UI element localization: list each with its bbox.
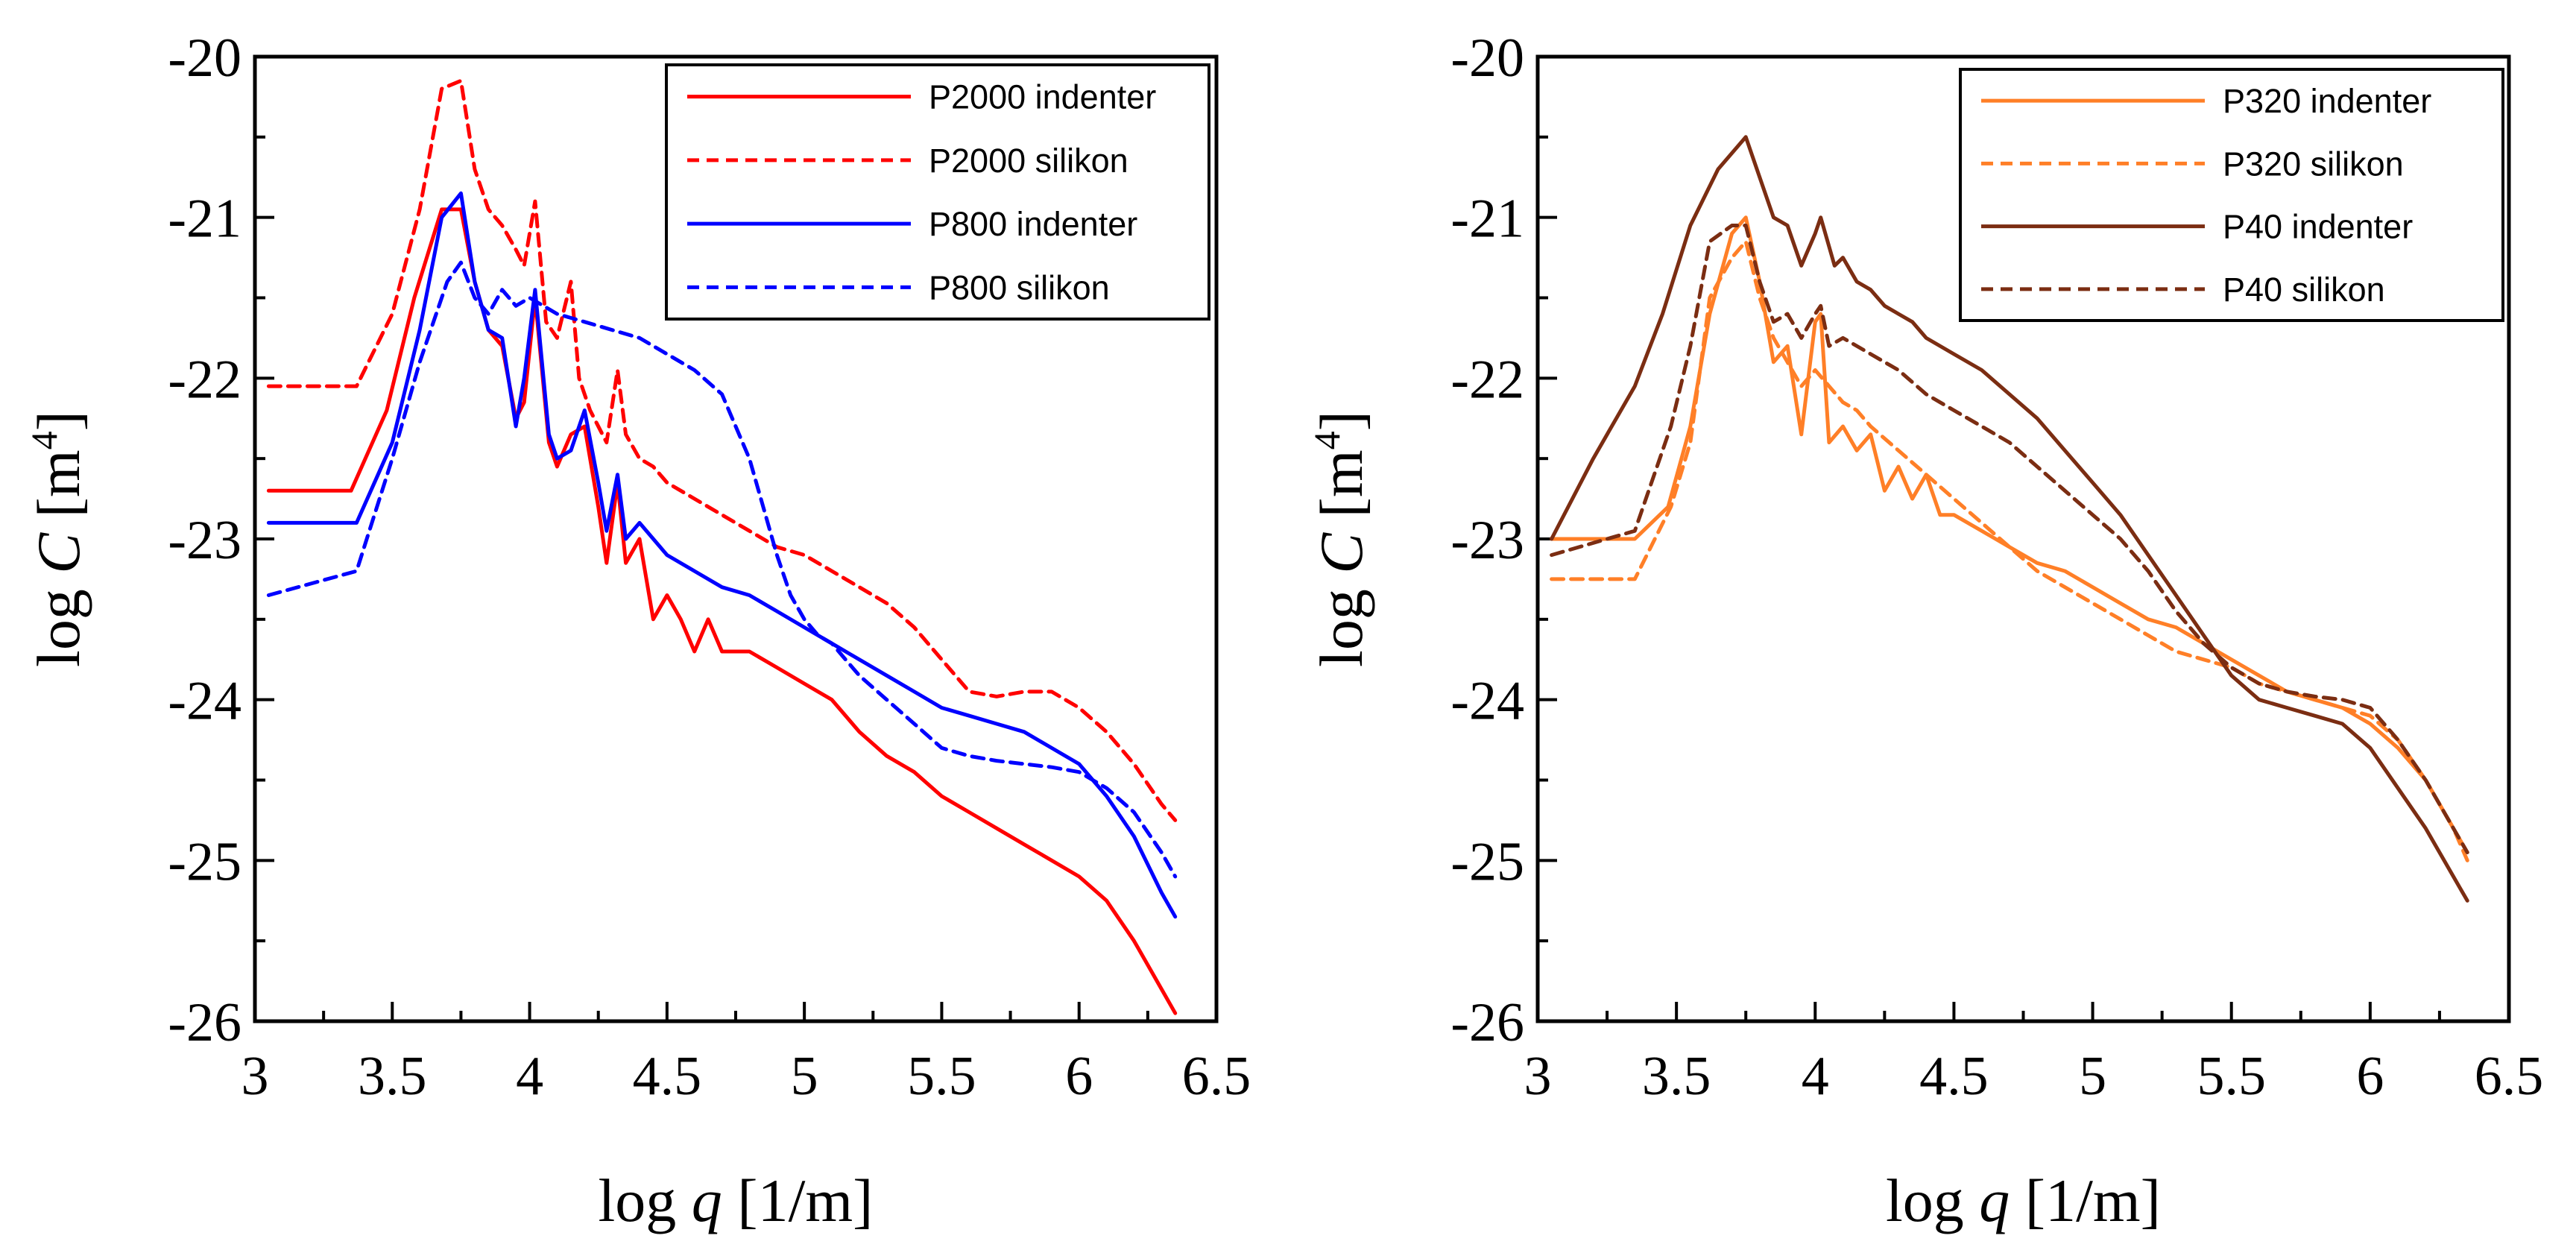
x-axis-label-prefix: log bbox=[599, 1167, 692, 1234]
x-tick-label: 3.5 bbox=[1642, 1046, 1711, 1107]
y-tick-label: -23 bbox=[168, 510, 242, 571]
series-line-p40-indenter bbox=[1550, 135, 2469, 903]
y-axis-label-exponent: 4 bbox=[1306, 431, 1348, 449]
legend-label: P800 silikon bbox=[929, 268, 1110, 306]
y-axis-label: log C [m4] bbox=[23, 411, 92, 667]
x-tick-label: 4.5 bbox=[1919, 1046, 1989, 1107]
left-chart-panel: 3 3.5 4 4.5 5 5.5 6 6.5 -20 -21 -22 -23 -24 -25 -26 log… bbox=[23, 28, 1251, 1234]
y-tick-label: -21 bbox=[1450, 189, 1524, 250]
right-chart-panel: 3 3.5 4 4.5 5 5.5 6 6.5 -20 -21 -22 -23 -24 -25 -26 log… bbox=[1306, 28, 2543, 1234]
legend-box bbox=[665, 63, 1210, 321]
x-tick-label: 6 bbox=[2356, 1046, 2384, 1107]
y-axis-label-var: C bbox=[1307, 532, 1375, 574]
x-tick-label: 5.5 bbox=[2197, 1046, 2266, 1107]
y-axis-label-prefix: log bbox=[1307, 574, 1375, 667]
x-axis-label: log q [1/m] bbox=[599, 1167, 874, 1234]
y-tick-label: -26 bbox=[168, 992, 242, 1053]
y-tick-label: -24 bbox=[1450, 671, 1524, 732]
y-tick-label: -25 bbox=[168, 831, 242, 892]
y-axis-label-close: ] bbox=[25, 411, 92, 431]
y-tick-label: -21 bbox=[168, 189, 242, 250]
x-axis-label-unit: [1/m] bbox=[2010, 1167, 2161, 1234]
x-tick-label: 6 bbox=[1065, 1046, 1093, 1107]
x-tick-label: 3.5 bbox=[358, 1046, 427, 1107]
legend-label: P320 silikon bbox=[2223, 145, 2404, 183]
y-tick-label: -22 bbox=[1450, 349, 1524, 410]
legend-label: P320 indenter bbox=[2223, 82, 2431, 120]
y-tick-label: -25 bbox=[1450, 831, 1524, 892]
y-tick-label: -20 bbox=[168, 28, 242, 89]
x-tick-label: 6.5 bbox=[2475, 1046, 2544, 1107]
legend-box bbox=[1959, 68, 2504, 322]
series-line-p2000-silikon bbox=[266, 78, 1178, 822]
x-tick-label: 4.5 bbox=[633, 1046, 702, 1107]
legend: P2000 indenter P2000 silikon P800 indenter… bbox=[665, 63, 1210, 321]
x-axis-label-prefix: log bbox=[1886, 1167, 1979, 1234]
y-axis-label-unit: [m bbox=[25, 449, 92, 533]
y-axis-label-exponent: 4 bbox=[23, 431, 65, 449]
x-tick-label: 3 bbox=[1524, 1046, 1552, 1107]
x-tick-label: 5.5 bbox=[907, 1046, 976, 1107]
y-axis-label: log C [m4] bbox=[1306, 411, 1375, 667]
legend-label: P800 indenter bbox=[929, 205, 1137, 243]
x-tick-label: 4 bbox=[1802, 1046, 1829, 1107]
y-tick-label: -20 bbox=[1450, 28, 1524, 89]
x-tick-label: 3 bbox=[242, 1046, 269, 1107]
y-axis-label-var: C bbox=[25, 532, 92, 574]
legend-label: P40 indenter bbox=[2223, 208, 2413, 246]
series-line-p800-indenter bbox=[266, 191, 1178, 919]
legend-label: P2000 indenter bbox=[929, 78, 1156, 116]
x-tick-label: 5 bbox=[791, 1046, 818, 1107]
y-tick-label: -23 bbox=[1450, 510, 1524, 571]
y-axis-label-unit: [m bbox=[1307, 449, 1375, 533]
x-axis-label-var: q bbox=[1979, 1167, 2010, 1234]
legend-label: P40 silikon bbox=[2223, 271, 2385, 309]
series-line-p2000-indenter bbox=[266, 207, 1178, 1015]
series-line-p320-silikon bbox=[1550, 239, 2469, 862]
x-tick-label: 6.5 bbox=[1182, 1046, 1251, 1107]
x-axis-label-var: q bbox=[692, 1167, 722, 1234]
x-axis-label-unit: [1/m] bbox=[722, 1167, 874, 1234]
series-line-p40-silikon bbox=[1550, 224, 2469, 854]
y-tick-label: -26 bbox=[1450, 992, 1524, 1053]
y-axis-label-prefix: log bbox=[25, 574, 92, 667]
x-tick-label: 5 bbox=[2079, 1046, 2106, 1107]
y-tick-label: -22 bbox=[168, 349, 242, 410]
legend: P320 indenter P320 silikon P40 indenter P40… bbox=[1959, 68, 2504, 322]
series-line-p800-silikon bbox=[266, 260, 1178, 879]
legend-label: P2000 silikon bbox=[929, 142, 1128, 180]
y-tick-label: -24 bbox=[168, 671, 242, 732]
x-tick-label: 4 bbox=[516, 1046, 543, 1107]
x-axis-label: log q [1/m] bbox=[1886, 1167, 2161, 1234]
y-axis-label-close: ] bbox=[1307, 411, 1375, 431]
